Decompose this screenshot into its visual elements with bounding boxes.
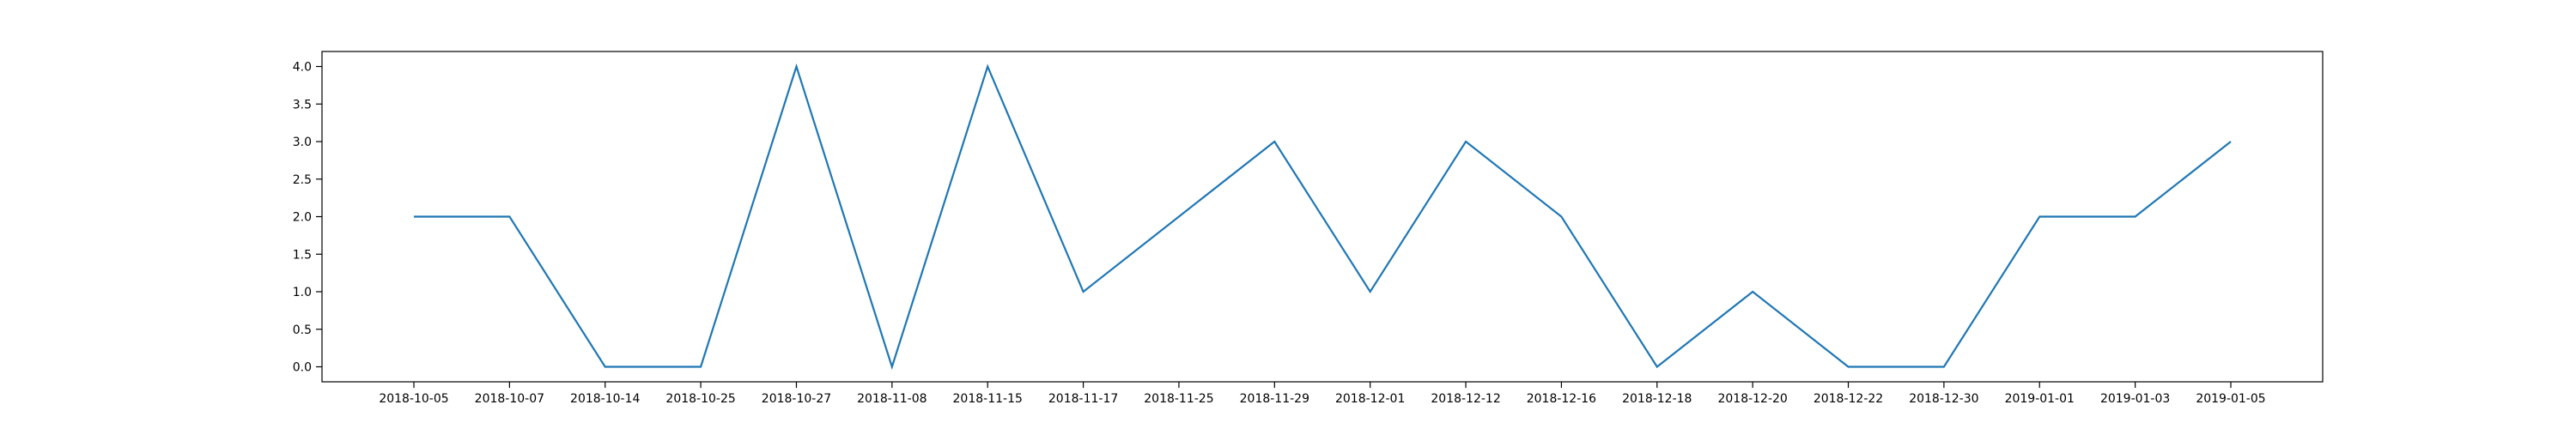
axes-frame [321, 51, 2324, 383]
y-axis: 0.0 0.5 1.0 1.5 2.0 2.5 3.0 3.5 4.0 [293, 61, 322, 375]
x-tick-label: 2018-11-08 [857, 392, 927, 406]
x-tick-label: 2019-01-03 [2100, 392, 2170, 406]
x-tick-label: 2018-11-15 [953, 392, 1023, 406]
series-layer [414, 63, 2232, 371]
x-tick-label: 2018-12-20 [1717, 392, 1787, 406]
x-tick-label: 2018-12-16 [1527, 392, 1596, 406]
y-tick-label: 4.0 [293, 61, 312, 75]
y-tick-label: 0.5 [293, 323, 312, 337]
x-tick-label: 2018-12-30 [1909, 392, 1978, 406]
y-tick-label: 1.0 [293, 286, 312, 299]
x-tick-label: 2018-12-12 [1431, 392, 1500, 406]
x-tick-label: 2018-10-07 [475, 392, 544, 406]
y-tick-label: 2.5 [293, 173, 312, 187]
plot-area: 0.00.51.01.52.02.53.03.54.0 2018-10-05 20… [293, 51, 2324, 406]
x-tick-label: 2018-12-01 [1335, 392, 1405, 406]
y-tick-label: 2.0 [293, 211, 312, 225]
x-tick-label: 2018-12-18 [1622, 392, 1692, 406]
x-tick-label: 2019-01-01 [2005, 392, 2075, 406]
x-tick-label: 2018-11-25 [1144, 392, 1213, 406]
x-axis: 2018-10-05 2018-10-07 2018-10-14 2018-10-25… [379, 382, 2266, 406]
x-tick-label: 2019-01-05 [2196, 392, 2265, 406]
series-line [414, 63, 2232, 371]
x-tick-label: 2018-10-27 [762, 392, 831, 406]
y-tick-label: 0.0 [293, 361, 312, 375]
x-tick-label: 2018-10-14 [570, 392, 640, 406]
x-tick-label: 2018-10-25 [665, 392, 735, 406]
y-tick-label: 1.5 [293, 248, 312, 262]
x-tick-label: 2018-10-05 [379, 392, 448, 406]
x-tick-label: 2018-11-17 [1048, 392, 1118, 406]
y-tick-label: 3.5 [293, 98, 312, 112]
y-tick-label: 3.0 [293, 136, 312, 149]
x-tick-label: 2018-12-22 [1814, 392, 1883, 406]
x-tick-label: 2018-11-29 [1240, 392, 1309, 406]
